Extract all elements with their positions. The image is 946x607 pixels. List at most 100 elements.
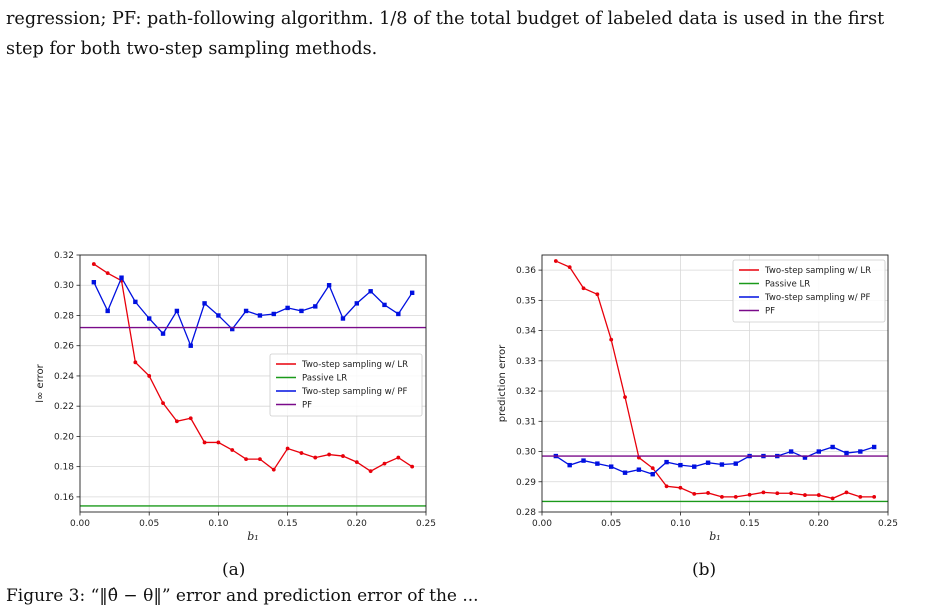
x-tick-label: 0.25 bbox=[878, 519, 898, 529]
y-tick-label: 0.34 bbox=[516, 327, 536, 337]
y-tick-label: 0.32 bbox=[516, 387, 536, 397]
data-point bbox=[871, 444, 877, 450]
data-point bbox=[664, 459, 669, 465]
data-point bbox=[299, 451, 304, 455]
data-point bbox=[409, 290, 415, 295]
data-point bbox=[174, 419, 179, 424]
data-point bbox=[844, 490, 849, 495]
data-point bbox=[202, 301, 207, 306]
data-point bbox=[160, 331, 166, 336]
x-axis-label: b₁ bbox=[247, 530, 258, 543]
x-tick-label: 0.20 bbox=[809, 519, 829, 529]
legend-entry: Passive LR bbox=[302, 374, 347, 384]
legend-box bbox=[732, 259, 886, 323]
x-tick-label: 0.25 bbox=[416, 519, 436, 529]
y-tick-label: 0.30 bbox=[54, 281, 74, 291]
data-point bbox=[133, 360, 138, 365]
data-point bbox=[230, 448, 235, 452]
data-point bbox=[91, 280, 97, 285]
x-tick-label: 0.20 bbox=[347, 519, 367, 529]
data-point bbox=[368, 289, 373, 294]
data-point bbox=[581, 458, 586, 463]
data-point bbox=[105, 271, 110, 276]
data-point bbox=[816, 493, 821, 497]
data-point bbox=[243, 308, 249, 314]
data-point bbox=[733, 494, 738, 499]
data-point bbox=[692, 491, 697, 496]
data-point bbox=[650, 466, 655, 471]
data-point bbox=[368, 469, 373, 474]
y-tick-label: 0.32 bbox=[54, 251, 74, 261]
x-tick-label: 0.15 bbox=[278, 519, 298, 529]
series-line-two-step-sampling-w-lr bbox=[555, 260, 875, 500]
data-point bbox=[216, 440, 221, 445]
y-tick-label: 0.20 bbox=[54, 432, 74, 442]
data-point bbox=[609, 337, 614, 342]
data-point bbox=[775, 491, 780, 496]
data-point bbox=[188, 416, 193, 421]
subfigure-label-b: (b) bbox=[692, 560, 717, 580]
plot-frame bbox=[79, 254, 427, 513]
y-tick-label: 0.36 bbox=[516, 266, 536, 276]
y-tick-label: 0.26 bbox=[54, 342, 74, 352]
data-point bbox=[844, 450, 849, 456]
x-tick-label: 0.05 bbox=[139, 519, 159, 529]
data-point bbox=[147, 316, 152, 321]
legend-entry: PF bbox=[765, 307, 775, 317]
legend-entry: Passive LR bbox=[765, 280, 810, 290]
data-point bbox=[553, 259, 558, 263]
data-point bbox=[788, 449, 794, 454]
data-point bbox=[285, 446, 290, 451]
data-point bbox=[692, 464, 697, 469]
data-point bbox=[567, 265, 572, 269]
data-point bbox=[567, 462, 572, 468]
data-point bbox=[705, 460, 711, 465]
data-point bbox=[313, 455, 318, 460]
y-tick-label: 0.33 bbox=[516, 357, 536, 367]
data-point bbox=[396, 311, 401, 317]
caption-bottom-text: Figure 3: “‖θ̂ − θ‖” error and predictio… bbox=[6, 586, 479, 606]
data-point bbox=[595, 461, 600, 466]
data-point bbox=[105, 308, 110, 314]
data-point bbox=[858, 449, 863, 454]
y-tick-label: 0.24 bbox=[54, 372, 74, 382]
series-line-two-step-sampling-w-pf bbox=[93, 276, 413, 348]
data-point bbox=[354, 460, 359, 465]
y-tick-label: 0.16 bbox=[54, 493, 74, 503]
data-point bbox=[341, 454, 345, 458]
y-tick-label: 0.28 bbox=[516, 508, 536, 518]
data-point bbox=[650, 472, 655, 477]
data-point bbox=[313, 304, 318, 309]
x-tick-label: 0.10 bbox=[208, 519, 228, 529]
x-tick-label: 0.00 bbox=[70, 519, 90, 529]
x-tick-label: 0.05 bbox=[601, 519, 621, 529]
data-point bbox=[147, 374, 152, 378]
y-axis-label: l∞ error bbox=[35, 363, 46, 402]
data-point bbox=[299, 308, 304, 314]
data-point bbox=[622, 470, 628, 475]
caption-top-text: regression; PF: path-following algorithm… bbox=[6, 9, 885, 59]
data-point bbox=[830, 496, 835, 501]
series-line-two-step-sampling-w-lr bbox=[93, 263, 413, 472]
data-point bbox=[396, 455, 401, 460]
data-point bbox=[410, 464, 415, 469]
subfigure-label-a: (a) bbox=[222, 560, 246, 580]
data-point bbox=[188, 343, 193, 348]
legend-box bbox=[269, 353, 423, 417]
y-tick-label: 0.31 bbox=[516, 417, 536, 427]
series-line-two-step-sampling-w-pf bbox=[555, 446, 875, 475]
y-tick-label: 0.29 bbox=[516, 478, 536, 488]
data-point bbox=[340, 316, 346, 321]
data-point bbox=[858, 494, 863, 499]
data-point bbox=[609, 464, 614, 469]
data-point bbox=[91, 262, 96, 266]
y-tick-label: 0.18 bbox=[54, 463, 74, 473]
data-point bbox=[581, 286, 586, 291]
data-point bbox=[258, 457, 262, 461]
data-point bbox=[872, 494, 877, 499]
legend-entry: Two-step sampling w/ PF bbox=[301, 387, 408, 397]
data-point bbox=[382, 302, 387, 308]
data-point bbox=[133, 299, 138, 305]
data-point bbox=[803, 493, 807, 497]
